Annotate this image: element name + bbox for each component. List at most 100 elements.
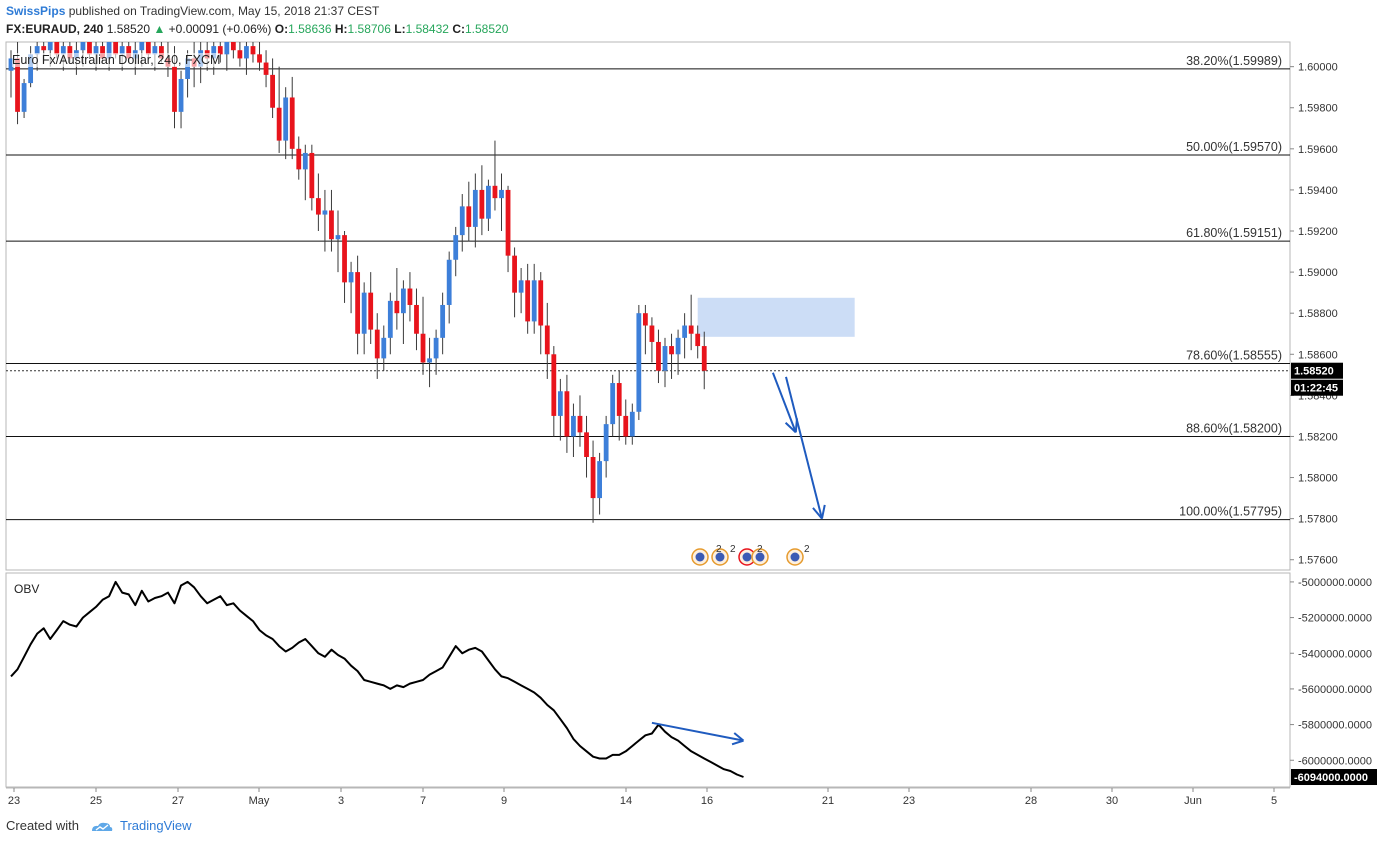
flag-icon [755,552,765,562]
time-axis-label: Jun [1184,795,1202,807]
candle-body [394,300,400,314]
candle-body [126,46,132,59]
time-axis-label: 27 [172,795,184,807]
candle-body [34,46,40,55]
last-price-tag [1291,362,1343,379]
candle-body [525,280,531,322]
close-label: C: [452,22,465,36]
candle-body [440,304,446,338]
publish-info: SwissPips published on TradingView.com, … [6,4,379,18]
projection-arrow-line [771,372,797,433]
time-axis-label: 23 [903,795,915,807]
countdown-tag [1291,379,1343,396]
event-count-badge: 2 [804,544,810,555]
candle-body [649,325,655,342]
candle-body [276,107,282,141]
symbol-label: FX:EURAUD, 240 [6,22,104,36]
obv-pane-frame [5,572,1291,788]
resistance-zone [697,297,855,337]
last-price-tag-text: 1.58520 [1294,366,1334,378]
obv-axis-label: -5600000.0000 [1298,684,1372,696]
low-value: 1.58432 [405,22,449,36]
open-label: O: [274,22,289,36]
price-axis-label: 1.59600 [1298,144,1338,156]
candle-body [355,272,361,334]
candle-body [224,42,230,55]
candle-body [54,42,60,55]
symbol-info-bar: FX:EURAUD, 240 1.58520 ▲ +0.00091 (+0.06… [6,22,508,36]
candle-body [335,235,341,240]
candle-body [414,304,419,334]
candle-body [178,78,184,112]
time-axis-label: 9 [501,795,507,807]
price-axis-label: 1.58600 [1298,349,1338,361]
candle-body [387,300,393,338]
candle-body [453,235,459,260]
candle-body [289,97,295,149]
obv-last-value-text: -6094000.0000 [1294,772,1368,784]
candle-body [459,206,465,236]
candle-body [688,325,694,334]
candle-body [427,358,432,363]
fib-level-label: 88.60%(1.58200) [1186,421,1282,435]
candle-body [250,46,256,55]
candle-body [656,341,661,371]
candle-body [296,148,302,170]
candle-body [217,46,223,55]
candle-body [257,54,262,63]
candle-body [263,62,269,75]
price-axis-label: 1.58800 [1298,308,1338,320]
countdown-tag-text: 01:22:45 [1294,383,1338,395]
created-with-text: Created with [6,818,79,833]
candle-body [401,288,406,314]
time-axis-label: 16 [701,795,713,807]
low-label: L: [394,22,406,36]
obv-axis-label: -6000000.0000 [1298,755,1372,767]
tradingview-link[interactable]: TradingView [120,818,192,833]
candle-body [80,42,86,51]
candle-body [139,42,145,51]
candle-body [695,333,701,347]
candle-body [701,346,707,371]
published-text: published on TradingView.com, May 15, 20… [68,4,380,18]
candle-body [244,46,249,59]
obv-indicator-label: OBV [14,582,40,596]
obv-axis-label: -5200000.0000 [1298,613,1372,625]
candle-body [610,383,616,425]
price-axis-label: 1.59000 [1298,267,1338,279]
fib-level-label: 61.80%(1.59151) [1186,226,1282,240]
obv-series-line [10,580,744,778]
price-axis-label: 1.57600 [1298,555,1338,567]
candle-body [309,152,315,199]
price-axis-label: 1.60000 [1298,62,1338,74]
candle-body [544,325,550,355]
candle-body [662,346,668,371]
obv-divergence-arrowhead [733,732,745,742]
candle-body [159,46,164,59]
candle-body [28,54,34,84]
candle-body [172,66,177,112]
high-label: H: [334,22,348,36]
candle-body [60,46,66,55]
candle-body [8,58,14,71]
candle-body [152,46,158,55]
candle-body [590,457,596,499]
flag-icon [790,552,800,562]
candle-body [329,210,334,240]
candle-body [433,337,439,359]
candle-body [106,42,112,59]
price-axis-label: 1.58000 [1298,473,1338,485]
price-axis-label: 1.59800 [1298,103,1338,115]
candle-body [322,210,328,215]
obv-axis-label: -5800000.0000 [1298,720,1372,732]
candle-body [512,255,517,293]
candle-body [113,42,119,55]
author-link[interactable]: SwissPips [6,4,66,18]
tradingview-logo-icon [91,822,112,831]
candle-body [564,391,570,437]
candle-body [603,424,609,462]
candle-body [616,383,622,416]
candle-body [669,346,674,355]
chart-title: Euro Fx/Australian Dollar, 240, FXCM [12,53,221,67]
